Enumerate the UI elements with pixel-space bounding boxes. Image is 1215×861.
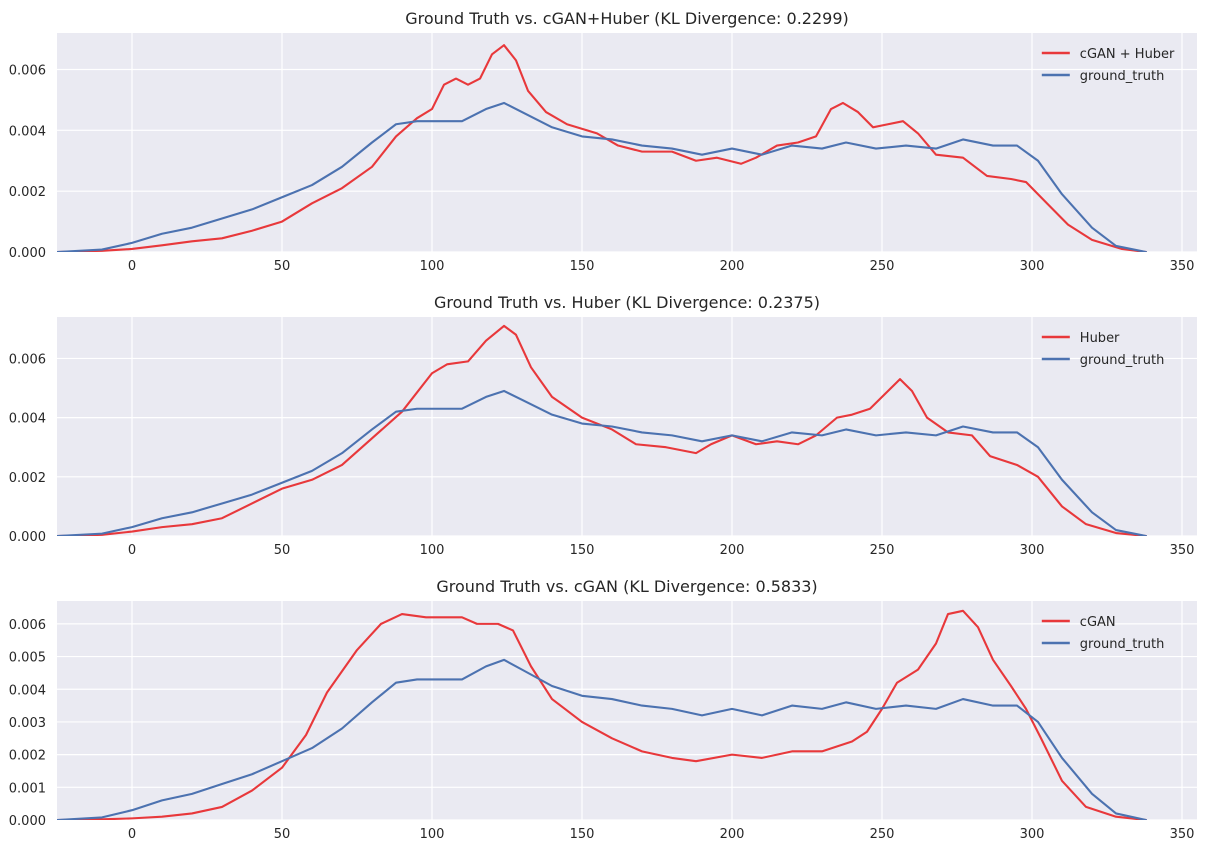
subplot-title: Ground Truth vs. cGAN+Huber (KL Divergen… [405,9,849,28]
y-tick-label: 0.001 [9,781,46,796]
y-tick-label: 0.000 [9,530,46,545]
x-tick-label: 250 [870,827,895,842]
x-tick-label: 300 [1020,543,1045,558]
x-tick-label: 250 [870,543,895,558]
legend-label: ground_truth [1080,637,1165,652]
y-tick-label: 0.006 [9,352,46,367]
y-tick-label: 0.000 [9,814,46,829]
plot-area [57,317,1197,536]
plot-area [57,601,1197,820]
x-tick-label: 150 [570,827,595,842]
x-tick-label: 350 [1170,259,1195,274]
subplot-1: 0 50 100 150 200 250 300 350 0.000 0.002 0.004 0.00… [9,9,1197,274]
x-tick-label: 0 [128,827,136,842]
x-tick-label: 50 [274,259,291,274]
x-tick-label: 300 [1020,259,1045,274]
series-line-ground-truth [57,101,1148,252]
y-tick-label: 0.002 [9,185,46,200]
series-line-huber [57,324,1148,536]
subplot-title: Ground Truth vs. cGAN (KL Divergence: 0.… [436,577,817,596]
x-tick-label: 200 [720,543,745,558]
series-line-cgan [57,609,1148,820]
y-tick-label: 0.006 [9,618,46,633]
x-tick-label: 200 [720,827,745,842]
y-tick-label: 0.004 [9,412,46,427]
subplot-2: 0 50 100 150 200 250 300 350 0.000 0.002 0.004 0.00… [9,293,1197,558]
x-tick-label: 50 [274,827,291,842]
x-tick-label: 150 [570,259,595,274]
y-tick-label: 0.004 [9,124,46,139]
y-tick-label: 0.004 [9,683,46,698]
x-tick-label: 300 [1020,827,1045,842]
x-tick-label: 150 [570,543,595,558]
series-line-cgan-huber [57,44,1148,252]
y-tick-label: 0.006 [9,64,46,79]
legend-label: ground_truth [1080,353,1165,368]
legend: cGAN + Huber ground_truth [1041,47,1175,84]
series-line-ground-truth [57,389,1148,536]
subplot-title: Ground Truth vs. Huber (KL Divergence: 0… [434,293,820,312]
series-line-ground-truth [57,658,1148,820]
legend: cGAN ground_truth [1041,615,1165,652]
x-tick-label: 250 [870,259,895,274]
y-tick-label: 0.003 [9,716,46,731]
x-tick-label: 350 [1170,827,1195,842]
x-tick-label: 350 [1170,543,1195,558]
legend-label: ground_truth [1080,69,1165,84]
x-tick-label: 50 [274,543,291,558]
legend-label: cGAN + Huber [1080,47,1175,62]
y-tick-label: 0.000 [9,246,46,261]
x-tick-label: 200 [720,259,745,274]
legend-label: cGAN [1080,615,1116,630]
y-tick-label: 0.005 [9,651,46,666]
x-tick-label: 0 [128,543,136,558]
x-tick-label: 100 [420,827,445,842]
x-tick-label: 100 [420,543,445,558]
x-tick-label: 0 [128,259,136,274]
legend: Huber ground_truth [1041,331,1165,368]
legend-label: Huber [1080,331,1120,346]
x-tick-label: 100 [420,259,445,274]
subplot-3: 0 50 100 150 200 250 300 350 0.000 0.001 0.002 0.00… [9,577,1197,842]
y-tick-label: 0.002 [9,471,46,486]
y-tick-label: 0.002 [9,749,46,764]
